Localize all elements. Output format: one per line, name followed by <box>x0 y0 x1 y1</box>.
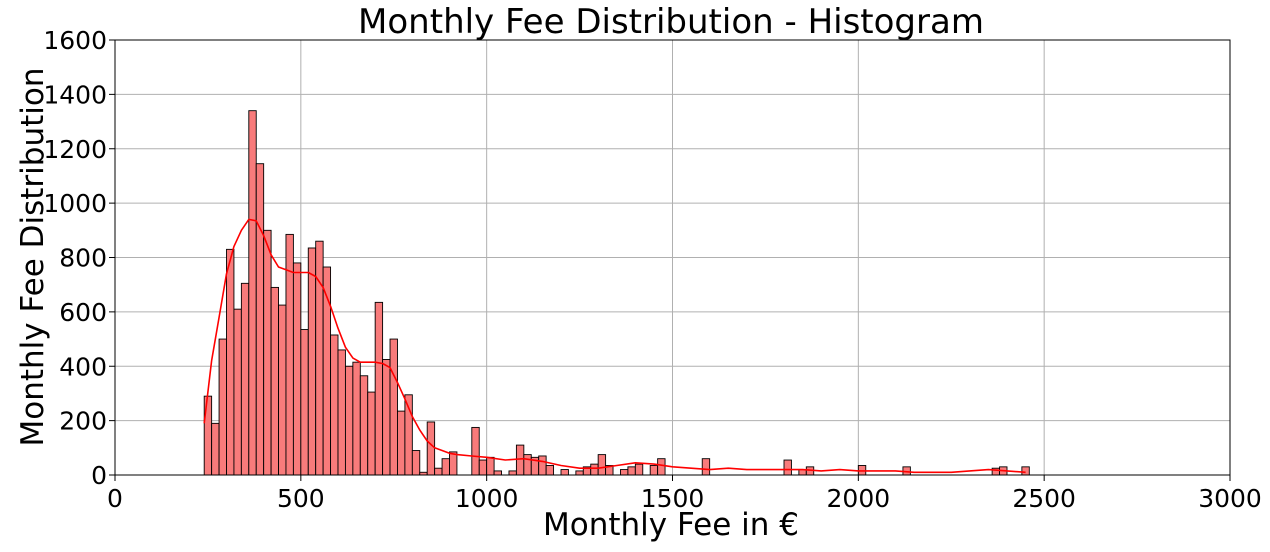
histogram-bar <box>359 375 369 476</box>
histogram-bar <box>627 466 636 476</box>
histogram-bar <box>783 459 792 476</box>
chart-title: Monthly Fee Distribution - Histogram <box>358 2 984 42</box>
histogram-bar <box>441 458 450 476</box>
y-tick-label: 200 <box>59 407 107 436</box>
histogram-bar <box>292 262 302 476</box>
y-tick-label: 400 <box>59 352 107 381</box>
histogram-bar <box>538 455 547 476</box>
histogram-bar <box>434 467 443 476</box>
plot-area-frame <box>114 39 1231 476</box>
histogram-bar <box>471 426 480 476</box>
y-tick-label: 1200 <box>43 135 107 164</box>
histogram-bar <box>218 338 227 476</box>
x-tick-label: 2000 <box>827 484 891 513</box>
x-axis-label: Monthly Fee in € <box>543 507 799 543</box>
kde-curve <box>203 218 1026 474</box>
histogram-bar <box>211 422 220 476</box>
histogram-bar <box>300 329 309 476</box>
x-tick-label: 3000 <box>1198 484 1262 513</box>
histogram-bar <box>367 391 376 476</box>
histogram-bar <box>575 470 584 476</box>
histogram-bar <box>508 470 517 476</box>
histogram-bar <box>270 286 279 476</box>
histogram-bar <box>344 365 354 476</box>
histogram-bar <box>307 247 317 476</box>
histogram-bar <box>701 458 711 476</box>
histogram-bar <box>248 110 257 476</box>
histogram-bar <box>657 458 666 476</box>
histogram-bar <box>352 361 361 476</box>
y-axis-label: Monthly Fee Distribution <box>15 68 51 447</box>
y-tick-label: 1400 <box>43 80 107 109</box>
histogram-bar <box>515 444 525 476</box>
x-tick-label: 0 <box>107 484 123 513</box>
y-tick-label: 1600 <box>43 26 107 55</box>
histogram-bar <box>545 465 555 476</box>
axis-ticks: 0 500 1000 1500 2000 2500 3000 0 200 400 600 800 100… <box>43 26 1261 513</box>
x-tick-label: 500 <box>277 484 325 513</box>
x-tick-label: 1500 <box>641 484 705 513</box>
histogram-bar <box>1021 466 1030 476</box>
kde-line <box>203 218 1026 474</box>
histogram-bar <box>315 240 324 476</box>
histogram-bar <box>620 469 629 476</box>
histogram-bar <box>560 469 569 476</box>
histogram-bar <box>240 282 250 476</box>
histogram-bar <box>449 451 458 476</box>
histogram-bar <box>255 163 265 476</box>
histogram-bar <box>263 229 272 476</box>
histogram-bar <box>486 456 495 476</box>
histogram-bar <box>233 308 242 476</box>
histogram-bar <box>597 454 607 476</box>
histogram-bar <box>523 454 532 476</box>
histogram-bar <box>226 248 235 476</box>
y-tick-label: 800 <box>59 244 107 273</box>
y-tick-label: 600 <box>59 298 107 327</box>
histogram-bar <box>382 359 391 476</box>
histogram-bar <box>590 463 599 476</box>
histogram-bar <box>278 304 287 476</box>
histogram-bar <box>330 334 339 476</box>
y-tick-label: 1000 <box>43 189 107 218</box>
histogram-bar <box>389 338 398 476</box>
histogram-bar <box>374 301 384 476</box>
y-tick-label: 0 <box>91 461 107 490</box>
histogram-bar <box>493 470 502 476</box>
histogram-bar <box>478 459 488 476</box>
x-tick-label: 1000 <box>455 484 519 513</box>
x-tick-label: 2500 <box>1012 484 1076 513</box>
histogram-bar <box>649 465 659 476</box>
histogram-bar <box>337 349 346 476</box>
histogram-bar <box>634 463 644 476</box>
histogram-bar <box>397 410 406 476</box>
histogram-bar <box>411 450 421 476</box>
histogram-bar <box>426 421 436 476</box>
